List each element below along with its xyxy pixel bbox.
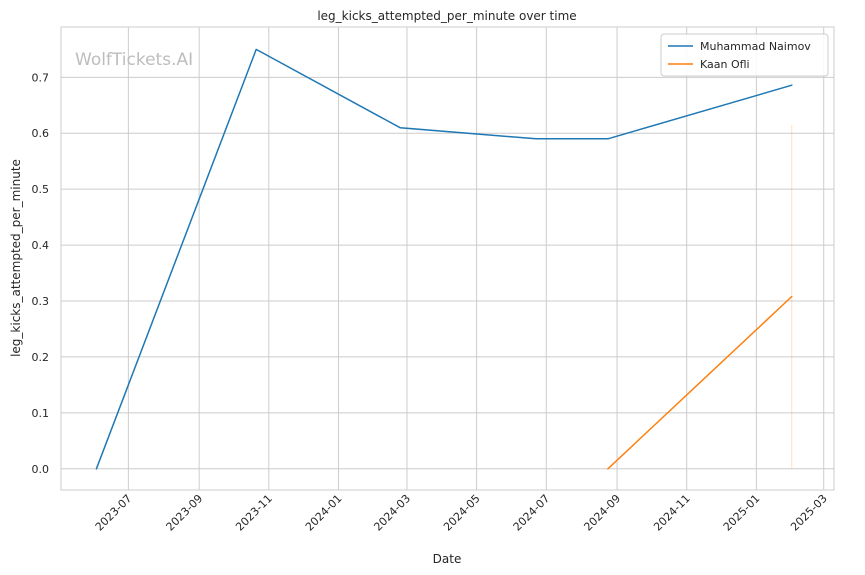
series-lines	[95, 48, 793, 470]
y-tick-label: 0.1	[32, 407, 50, 420]
y-tick-labels: 0.0 0.1 0.2 0.3 0.4 0.5 0.6 0.7	[32, 71, 50, 475]
series-line	[95, 48, 793, 470]
legend: Muhammad Naimov Kaan Ofli	[660, 33, 829, 77]
y-tick-label: 0.3	[32, 295, 50, 308]
grid	[61, 27, 834, 490]
chart-title: leg_kicks_attempted_per_minute over time	[317, 9, 576, 23]
y-tick-label: 0.2	[32, 351, 50, 364]
plot-border	[60, 26, 835, 491]
series-line	[607, 295, 793, 470]
y-tick-label: 0.6	[32, 127, 50, 140]
y-tick-label: 0.5	[32, 183, 50, 196]
watermark: WolfTickets.AI	[75, 50, 193, 70]
legend-label: Kaan Ofli	[700, 58, 750, 71]
y-axis-label: leg_kicks_attempted_per_minute	[9, 159, 23, 357]
y-tick-label: 0.7	[32, 71, 50, 84]
y-tick-label: 0.4	[32, 239, 50, 252]
x-axis-label: Date	[433, 552, 462, 566]
y-tick-label: 0.0	[32, 463, 50, 476]
legend-box	[660, 33, 829, 77]
legend-label: Muhammad Naimov	[700, 40, 811, 53]
